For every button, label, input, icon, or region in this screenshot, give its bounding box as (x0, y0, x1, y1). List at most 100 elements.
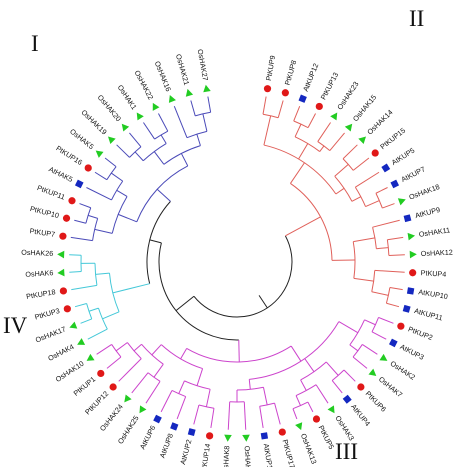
label-at-kup3: AtKUP3 (399, 342, 426, 362)
tree-branch (307, 401, 314, 413)
label-at-kup4: AtKUP4 (349, 402, 372, 428)
label-os-hak13: OsHAK13 (299, 432, 319, 465)
label-os-hak10: OsHAK10 (54, 359, 86, 384)
tree-branch (69, 254, 82, 256)
label-os-hak21: OsHAK21 (174, 53, 191, 86)
tree-branch (343, 369, 356, 382)
marker-os-hak26 (57, 250, 65, 259)
label-at-kup5: AtKUP5 (390, 146, 416, 167)
label-at-kup10: AtKUP10 (418, 287, 449, 301)
marker-os-hak27 (203, 84, 211, 93)
label-os-hak22: OsHAK22 (133, 69, 156, 101)
label-pt-kup1: PtKUP1 (72, 375, 97, 398)
species-markers (57, 84, 417, 442)
tree-branches (69, 96, 405, 430)
tree-root (258, 295, 268, 309)
label-os-hak11: OsHAK11 (418, 225, 450, 239)
label-os-hak5: OsHAK5 (68, 127, 96, 151)
label-at-kup9: AtKUP9 (414, 205, 441, 220)
tree-arc (136, 165, 188, 222)
marker-os-hak8 (224, 434, 232, 442)
label-os-hak27: OsHAK27 (196, 48, 210, 81)
label-pt-kup12: PtKUP12 (83, 389, 110, 416)
label-at-kup7: AtKUP7 (400, 164, 427, 183)
label-pt-kup14: PtKUP14 (199, 443, 212, 467)
tree-branch (133, 343, 142, 352)
marker-at-kup4 (342, 394, 352, 404)
tree-branch (294, 123, 302, 138)
tree-arc (334, 175, 353, 202)
label-pt-kup2: PtKUP2 (407, 324, 434, 342)
tree-branch (292, 408, 298, 420)
tree-branch (371, 331, 387, 340)
marker-at-kup12 (298, 94, 307, 103)
tree-branch (180, 348, 188, 360)
marker-pt-kup14 (206, 432, 214, 440)
tree-arc (154, 130, 169, 140)
marker-pt-kup16 (84, 164, 92, 172)
tree-arc (263, 144, 337, 195)
tree-branch (110, 172, 123, 182)
marker-os-hak16 (168, 95, 176, 103)
label-os-hak2: OsHAK2 (389, 359, 417, 382)
label-pt-kup5: PtKUP5 (317, 424, 337, 451)
label-os-hak17: OsHAK17 (34, 324, 67, 344)
marker-pt-kup9 (263, 85, 272, 93)
marker-os-hak6 (57, 268, 65, 277)
tree-branch (207, 96, 212, 113)
tree-branch (190, 100, 196, 116)
label-at-kup12: AtKUP12 (301, 62, 320, 93)
tree-branch (180, 153, 189, 167)
label-pt-kup16: PtKUP16 (54, 144, 84, 167)
marker-pt-kup6 (357, 383, 365, 391)
tree-branch (293, 105, 301, 122)
label-pt-kup17: PtKUP17 (281, 438, 297, 467)
marker-os-hak19 (108, 136, 116, 145)
tree-branch (295, 395, 301, 406)
tree-branch (248, 379, 251, 390)
marker-at-kup3 (388, 338, 398, 348)
marker-pt-kup4 (409, 269, 417, 277)
taxon-labels: PtKUP9 PtKUP8 AtKUP12PtKUP13OsHAK23OsHAK15… (21, 48, 453, 467)
tree-arc (371, 317, 379, 333)
tree-branch (335, 187, 345, 195)
tree-arc (249, 321, 340, 380)
tree-branch (178, 380, 185, 394)
marker-pt-kup17 (278, 428, 286, 436)
marker-at-kup2 (187, 428, 196, 436)
tree-branch (319, 145, 325, 152)
label-at-kup6: AtKUP6 (138, 424, 158, 451)
tree-branch (262, 387, 268, 405)
tree-branch (115, 342, 128, 352)
label-os-hak26: OsHAK26 (21, 248, 53, 258)
marker-os-hak4 (77, 338, 86, 345)
tree-branch (352, 157, 370, 171)
tree-branch (104, 157, 117, 168)
marker-at-kup10 (406, 287, 415, 295)
tree-branch (349, 344, 359, 352)
tree-branch (145, 381, 161, 404)
tree-branch (290, 162, 305, 184)
tree-arc (354, 186, 366, 207)
label-pt-kup7: PtKUP7 (29, 226, 56, 239)
label-os-hak9: OsHAK9 (243, 445, 253, 467)
label-at-hak5: AtHAK5 (47, 164, 74, 183)
tree-branch (387, 236, 404, 241)
tree-arc (292, 401, 309, 410)
tree-branch (362, 343, 378, 355)
tree-branch (374, 269, 405, 273)
label-pt-kup11: PtKUP11 (36, 183, 66, 202)
tree-arc (158, 242, 239, 341)
marker-os-hak21 (185, 88, 194, 97)
marker-at-kup11 (402, 304, 411, 313)
tree-arc (146, 201, 171, 284)
tree-branch (88, 307, 99, 312)
tree-branch (227, 401, 231, 430)
tree-branch (388, 254, 405, 256)
tree-branch (285, 216, 321, 237)
label-pt-kup15: PtKUP15 (378, 126, 407, 151)
marker-os-hak24 (124, 394, 132, 403)
tree-arc (193, 235, 293, 318)
tree-branch (334, 164, 349, 177)
